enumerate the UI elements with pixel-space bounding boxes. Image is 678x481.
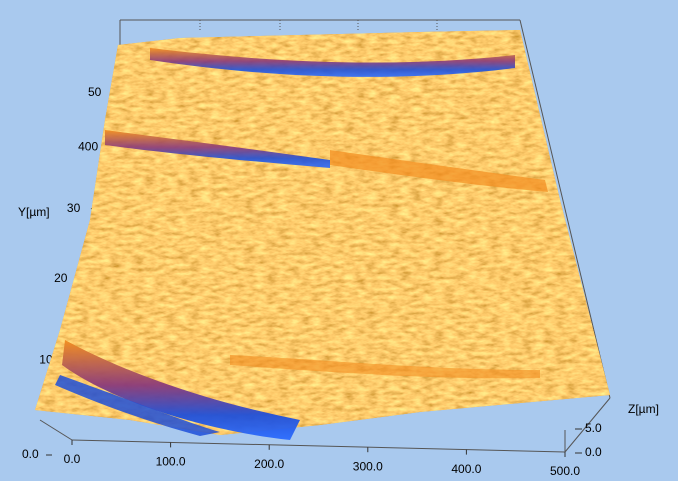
z-tick-label: 0.0 bbox=[585, 445, 602, 459]
y-tick-label: 0.0 bbox=[22, 447, 39, 461]
y-axis-label: Y[µm] bbox=[18, 205, 50, 219]
z-tick-label: 5.0 bbox=[585, 421, 602, 435]
surface bbox=[35, 30, 610, 440]
y-tick-label: 50 bbox=[88, 85, 102, 99]
y-tick-label: 30 bbox=[67, 201, 81, 215]
z-axis-label: Z[µm] bbox=[628, 402, 659, 416]
x-tick-label: 200.0 bbox=[254, 457, 284, 471]
x-tick-label: 400.0 bbox=[451, 462, 481, 476]
y-tick-label: 20 bbox=[54, 271, 68, 285]
x-tick-label: 100.0 bbox=[156, 455, 186, 469]
x-tick-label: 300.0 bbox=[353, 459, 383, 473]
surface-plot: Y[µm] Z[µm] 0.0100203040050 0.0100.0200.… bbox=[0, 0, 678, 481]
x-tick-label: 0.0 bbox=[64, 452, 81, 466]
y-tick-label: 400 bbox=[78, 139, 98, 153]
x-tick-label: 500.0 bbox=[550, 464, 580, 478]
